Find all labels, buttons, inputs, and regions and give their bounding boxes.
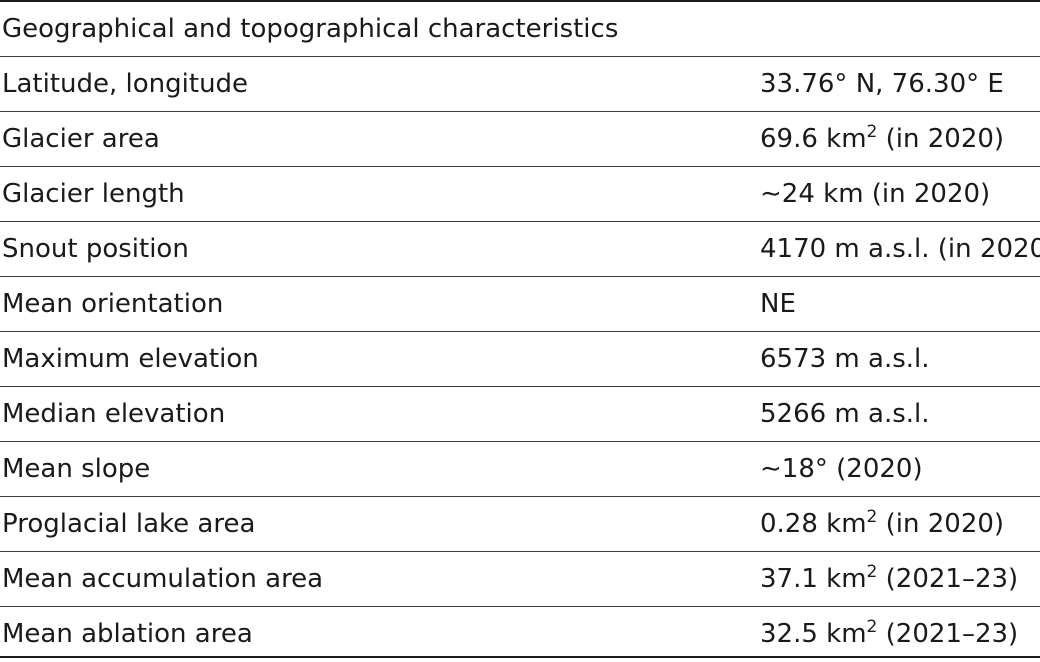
table-row: Glacier area 69.6 km2 (in 2020)	[0, 112, 1040, 167]
row-value: NE	[760, 289, 796, 319]
row-value: 5266 m a.s.l.	[760, 399, 930, 429]
row-value: 6573 m a.s.l.	[760, 344, 930, 374]
row-label: Snout position	[2, 234, 189, 264]
row-label: Mean ablation area	[2, 619, 253, 649]
table-row: Maximum elevation 6573 m a.s.l.	[0, 332, 1040, 387]
table-header-title: Geographical and topographical character…	[2, 14, 619, 44]
table-header-row: Geographical and topographical character…	[0, 2, 1040, 57]
row-value: ∼24 km (in 2020)	[760, 179, 991, 209]
row-value: 37.1 km2 (2021–23)	[760, 562, 1019, 595]
table-row: Latitude, longitude 33.76° N, 76.30° E	[0, 57, 1040, 112]
table-row: Mean orientation NE	[0, 277, 1040, 332]
row-value: 4170 m a.s.l. (in 2020)	[760, 234, 1040, 264]
table-bottom-rule	[0, 656, 1040, 658]
row-label: Glacier area	[2, 124, 160, 154]
row-value: 33.76° N, 76.30° E	[760, 69, 1004, 99]
table-row: Mean slope ∼18° (2020)	[0, 442, 1040, 497]
table-row: Mean accumulation area 37.1 km2 (2021–23…	[0, 552, 1040, 607]
table-row: Snout position 4170 m a.s.l. (in 2020)	[0, 222, 1040, 277]
row-label: Latitude, longitude	[2, 69, 249, 99]
row-label: Maximum elevation	[2, 344, 259, 374]
row-value: 69.6 km2 (in 2020)	[760, 122, 1005, 155]
row-label: Median elevation	[2, 399, 226, 429]
row-value: 0.28 km2 (in 2020)	[760, 507, 1005, 540]
table-row: Median elevation 5266 m a.s.l.	[0, 387, 1040, 442]
row-value: 32.5 km2 (2021–23)	[760, 617, 1019, 650]
row-label: Glacier length	[2, 179, 185, 209]
table-row: Proglacial lake area 0.28 km2 (in 2020)	[0, 497, 1040, 552]
table-row: Mean ablation area 32.5 km2 (2021–23)	[0, 607, 1040, 662]
row-label: Proglacial lake area	[2, 509, 256, 539]
row-label: Mean orientation	[2, 289, 224, 319]
row-label: Mean slope	[2, 454, 151, 484]
table-top-rule	[0, 0, 1040, 2]
row-value: ∼18° (2020)	[760, 454, 923, 484]
table-row: Glacier length ∼24 km (in 2020)	[0, 167, 1040, 222]
row-label: Mean accumulation area	[2, 564, 324, 594]
